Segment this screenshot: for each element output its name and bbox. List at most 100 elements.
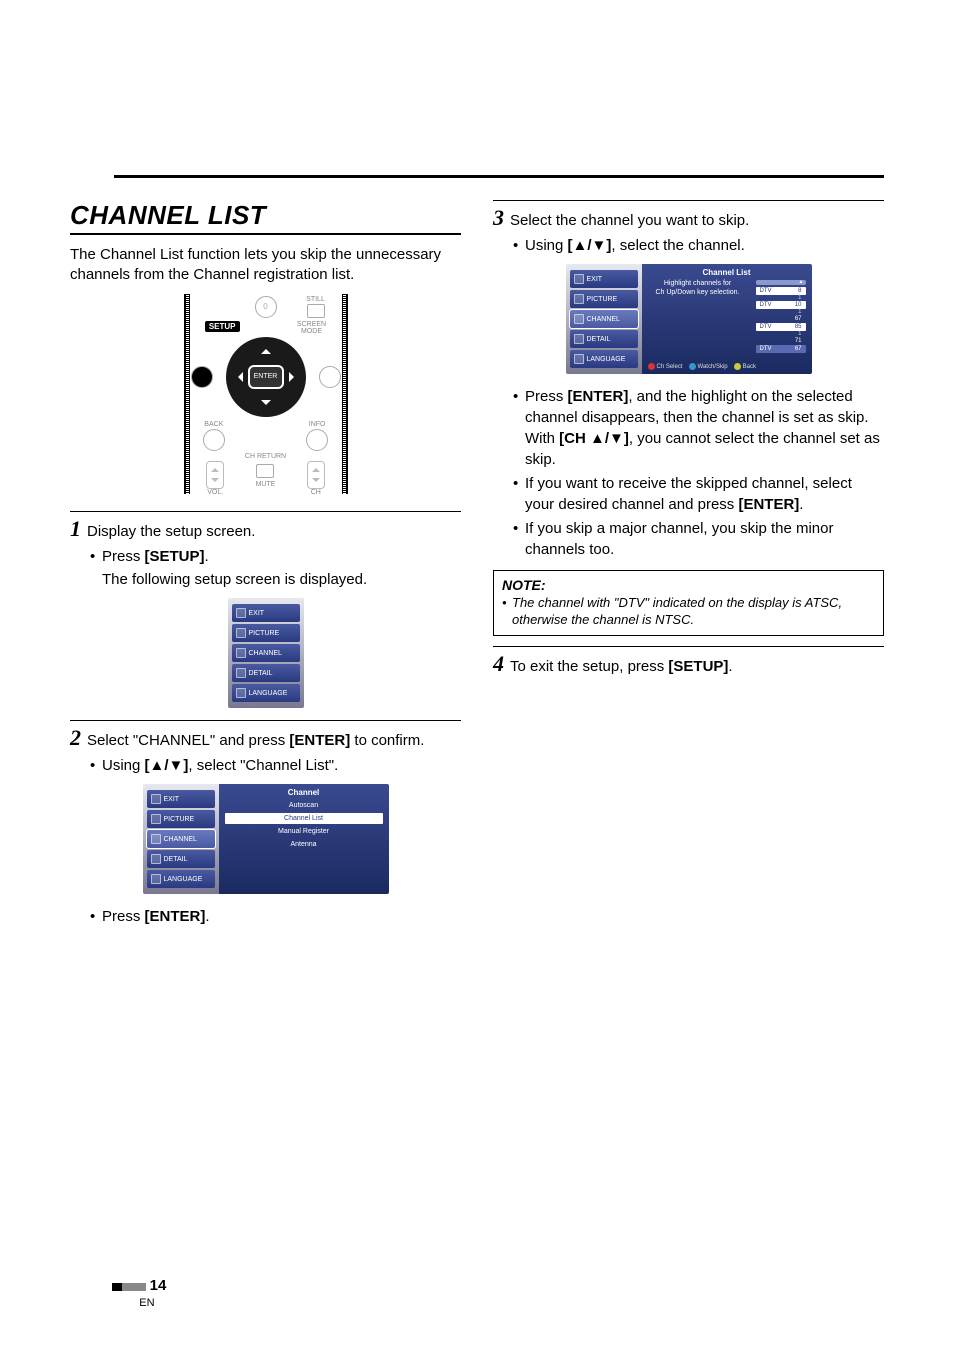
s3b1-prefix: Using [525,237,568,254]
remote-vol-button [206,461,224,489]
osd3-label-detail: DETAIL [587,336,611,343]
exit-icon [236,608,246,618]
ch3-l: DTV [760,324,772,330]
s1b1-prefix: Press [102,548,145,565]
osd3-item-language: LANGUAGE [570,350,638,368]
step-4-rule [493,646,884,647]
step-4: 4 To exit the setup, press [SETUP]. [493,653,884,677]
chlist-hint: Highlight channels for Ch Up/Down key se… [648,280,748,353]
osd3-item-detail: DETAIL [570,330,638,348]
s2-text-a: Select "CHANNEL" and press [87,732,289,749]
s2-text-bold: [ENTER] [289,732,350,749]
remote-mute-label: MUTE [256,481,276,488]
dot-blue-icon [689,363,696,370]
ch-row-5: DTV67 [756,345,806,353]
chlist-footer: Ch Select Watch/Skip Back [648,363,806,370]
osd-label-channel: CHANNEL [249,650,282,657]
s1b1-bold: [SETUP] [145,548,205,565]
detail-icon [574,334,584,344]
remote-chreturn-label: CH RETURN [245,453,286,460]
step-1-rule [70,511,461,512]
remote-diagram: 0 STILL SETUP SCREEN MODE [181,294,351,494]
s2b2-bold: [ENTER] [145,908,206,925]
osd-menu-simple: EXIT PICTURE CHANNEL DETAIL LANGUAGE [228,598,304,708]
ch5-r: 67 [795,346,802,352]
s3b2-a: Press [525,388,568,405]
language-icon [236,688,246,698]
channel-icon [574,314,584,324]
remote-setup-button [191,366,213,388]
right-column: 3 Select the channel you want to skip. U… [493,200,884,930]
step-3-bullet-1: Using [▲/▼], select the channel. [513,235,884,256]
osd2-item-exit: EXIT [147,790,215,808]
osd2-label-exit: EXIT [164,796,180,803]
step-3-bullet-3: If you want to receive the skipped chann… [513,473,884,515]
remote-info-button [306,429,328,451]
footer-c: Back [743,364,756,370]
remote-enter-button: ENTER [250,367,282,387]
ch4-r: 71 [795,338,802,344]
osd2-label-detail: DETAIL [164,856,188,863]
detail-icon [236,668,246,678]
channel-panel-title: Channel [225,788,383,797]
panel-row-autoscan: Autoscan [225,800,383,811]
s2-text-b: to confirm. [350,732,424,749]
ch2-r: 67 [795,316,802,322]
s3b2-bold1: [ENTER] [568,388,629,405]
content-columns: CHANNEL LIST The Channel List function l… [70,200,884,930]
osd3-item-exit: EXIT [570,270,638,288]
s2b2-prefix: Press [102,908,145,925]
osd3-label-language: LANGUAGE [587,356,626,363]
s1b1-suffix: . [205,548,209,565]
remote-zero-label: 0 [263,302,267,311]
osd-item-exit: EXIT [232,604,300,622]
ch0-l: DTV [760,288,772,294]
exit-icon [151,794,161,804]
language-icon [574,354,584,364]
ch1-l: DTV [760,302,772,308]
s3b3-b: . [799,496,803,513]
ch1-r: 10 [795,302,802,308]
remote-info-label: INFO [309,421,326,428]
dpad-left-icon [233,372,243,382]
osd-menu-left-3: EXIT PICTURE CHANNEL DETAIL LANGUAGE [566,264,642,374]
osd-menu-left-2: EXIT PICTURE CHANNEL DETAIL LANGUAGE [143,784,219,894]
left-column: CHANNEL LIST The Channel List function l… [70,200,461,930]
note-item: The channel with "DTV" indicated on the … [502,595,875,629]
osd2-item-detail: DETAIL [147,850,215,868]
step-4-num: 4 [493,653,504,675]
footer-b: Watch/Skip [698,364,728,370]
osd-wide-chlist: EXIT PICTURE CHANNEL DETAIL LANGUAGE Cha… [566,264,812,374]
osd2-label-channel: CHANNEL [164,836,197,843]
step-1-bullet-1: Press [SETUP]. [90,546,461,567]
s2b1-prefix: Using [102,757,145,774]
ch0-r: 8 [798,288,801,294]
s4-text-a: To exit the setup, press [510,658,668,675]
page-footer: 14 EN [114,1277,166,1309]
dpad-up-icon [261,344,271,354]
panel-row-manual: Manual Register [225,826,383,837]
osd-label-picture: PICTURE [249,630,280,637]
step-1-line2: The following setup screen is displayed. [70,570,461,590]
osd-channel-panel: Channel Autoscan Channel List Manual Reg… [219,784,389,894]
step-2-bullet-2: Press [ENTER]. [90,906,461,927]
remote-still-label: STILL [306,296,325,303]
page-bar-icon [112,1283,146,1291]
remote-ch-label: CH [311,489,321,496]
step-2-text: Select "CHANNEL" and press [ENTER] to co… [87,731,424,751]
ch-row-2: 67 [756,315,806,323]
language-icon [151,874,161,884]
remote-figure: 0 STILL SETUP SCREEN MODE [70,294,461,499]
step-3-text: Select the channel you want to skip. [510,211,749,231]
osd2-item-language: LANGUAGE [147,870,215,888]
chlist-hint-b: Ch Up/Down key selection. [655,289,739,296]
osd3-label-channel: CHANNEL [587,316,620,323]
step-3-num: 3 [493,207,504,229]
remote-setup-label: SETUP [205,321,240,332]
osd2-label-picture: PICTURE [164,816,195,823]
osd-item-channel: CHANNEL [232,644,300,662]
top-rule [114,175,884,178]
step-2-num: 2 [70,727,81,749]
remote-screenmode-button [319,366,341,388]
step-1: 1 Display the setup screen. [70,518,461,542]
